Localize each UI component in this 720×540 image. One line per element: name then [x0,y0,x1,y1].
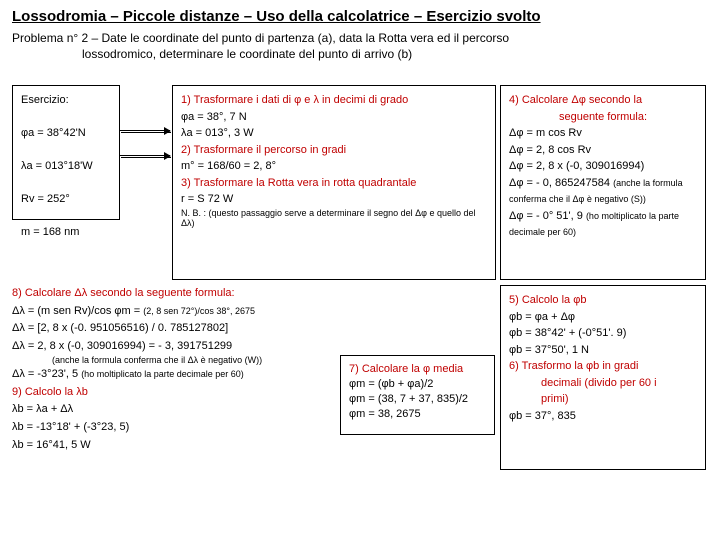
step8-l1a: Δλ = (m sen Rv)/cos φm = [12,305,143,317]
rv: Rv = 252° [21,191,111,208]
step4-l1: Δφ = m cos Rv [509,125,697,142]
problem-statement: Problema n° 2 – Date le coordinate del p… [12,31,708,62]
step5-l3: φb = 37°50', 1 N [509,342,697,359]
step8-l3: Δλ = 2, 8 x (-0, 309016994) = - 3, 39175… [12,338,337,356]
step1-l1: φa = 38°, 7 N [181,109,487,126]
step7-box: 7) Calcolare la φ media φm = (φb + φa)/2… [340,355,495,435]
exercise-head: Esercizio: [21,92,111,109]
problem-line2: lossodromico, determinare le coordinate … [12,47,412,61]
step7-l2: φm = (38, 7 + 37, 835)/2 [349,392,486,407]
step5-head: 5) Calcolo la φb [509,294,586,306]
step7-l1: φm = (φb + φa)/2 [349,377,486,392]
steps-8-9-block: 8) Calcolare Δλ secondo la seguente form… [12,285,337,454]
step2-head: 2) Trasformare il percorso in gradi [181,144,346,156]
step9-l3: λb = 16°41, 5 W [12,437,337,455]
arrow-icon [120,130,170,131]
step3-note: N. B. : (questo passaggio serve a determ… [181,208,487,230]
step6-head-b: decimali (divido per 60 i [541,377,657,389]
step4-l5a: Δφ = - 0° 51', 9 [509,210,586,222]
step8-l4a: Δλ = -3°23', 5 [12,368,81,380]
step4-box: 4) Calcolare Δφ secondo la seguente form… [500,85,706,280]
step6-l1: φb = 37°, 835 [509,408,697,425]
step8-l3-note: (anche la formula conferma che il Δλ è n… [12,355,337,366]
steps-5-6-box: 5) Calcolo la φb φb = φa + Δφ φb = 38°42… [500,285,706,470]
step6-head-c: primi) [541,393,569,405]
steps-1-3-box: 1) Trasformare i dati di φ e λ in decimi… [172,85,496,280]
lambda-a: λa = 013°18'W [21,158,111,175]
m: m = 168 nm [21,224,111,241]
step7-l3: φm = 38, 2675 [349,407,486,422]
step3-head: 3) Trasformare la Rotta vera in rotta qu… [181,177,416,189]
problem-line1: Problema n° 2 – Date le coordinate del p… [12,31,509,45]
step4-l4a: Δφ = - 0, 865247584 [509,177,613,189]
step4-l2: Δφ = 2, 8 cos Rv [509,142,697,159]
step8-head: 8) Calcolare Δλ secondo la seguente form… [12,287,235,299]
step5-l2: φb = 38°42' + (-0°51'. 9) [509,325,697,342]
step9-l2: λb = -13°18' + (-3°23, 5) [12,419,337,437]
step4-head: 4) Calcolare Δφ secondo la [509,94,642,106]
step4-head-b: seguente formula: [559,111,647,123]
step8-l2: Δλ = [2, 8 x (-0. 951056516) / 0. 785127… [12,320,337,338]
phi-a: φa = 38°42'N [21,125,111,142]
step5-l1: φb = φa + Δφ [509,309,697,326]
step1-head: 1) Trasformare i dati di φ e λ in decimi… [181,94,408,106]
step1-l2: λa = 013°, 3 W [181,125,487,142]
step6-head: 6) Trasformo la φb in gradi [509,360,638,372]
step3-l1: r = S 72 W [181,191,487,208]
step8-l4b: (ho moltiplicato la parte decimale per 6… [81,369,244,379]
exercise-data-box: Esercizio: φa = 38°42'N λa = 013°18'W Rv… [12,85,120,220]
step7-head: 7) Calcolare la φ media [349,363,463,375]
step2-l1: m° = 168/60 = 2, 8° [181,158,487,175]
step4-l3: Δφ = 2, 8 x (-0, 309016994) [509,158,697,175]
step9-l1: λb = λa + Δλ [12,401,337,419]
step8-l1b: (2, 8 sen 72°)/cos 38°, 2675 [143,306,255,316]
arrow-icon [120,155,170,156]
page-title: Lossodromia – Piccole distanze – Uso del… [12,8,708,25]
step9-head: 9) Calcolo la λb [12,386,88,398]
